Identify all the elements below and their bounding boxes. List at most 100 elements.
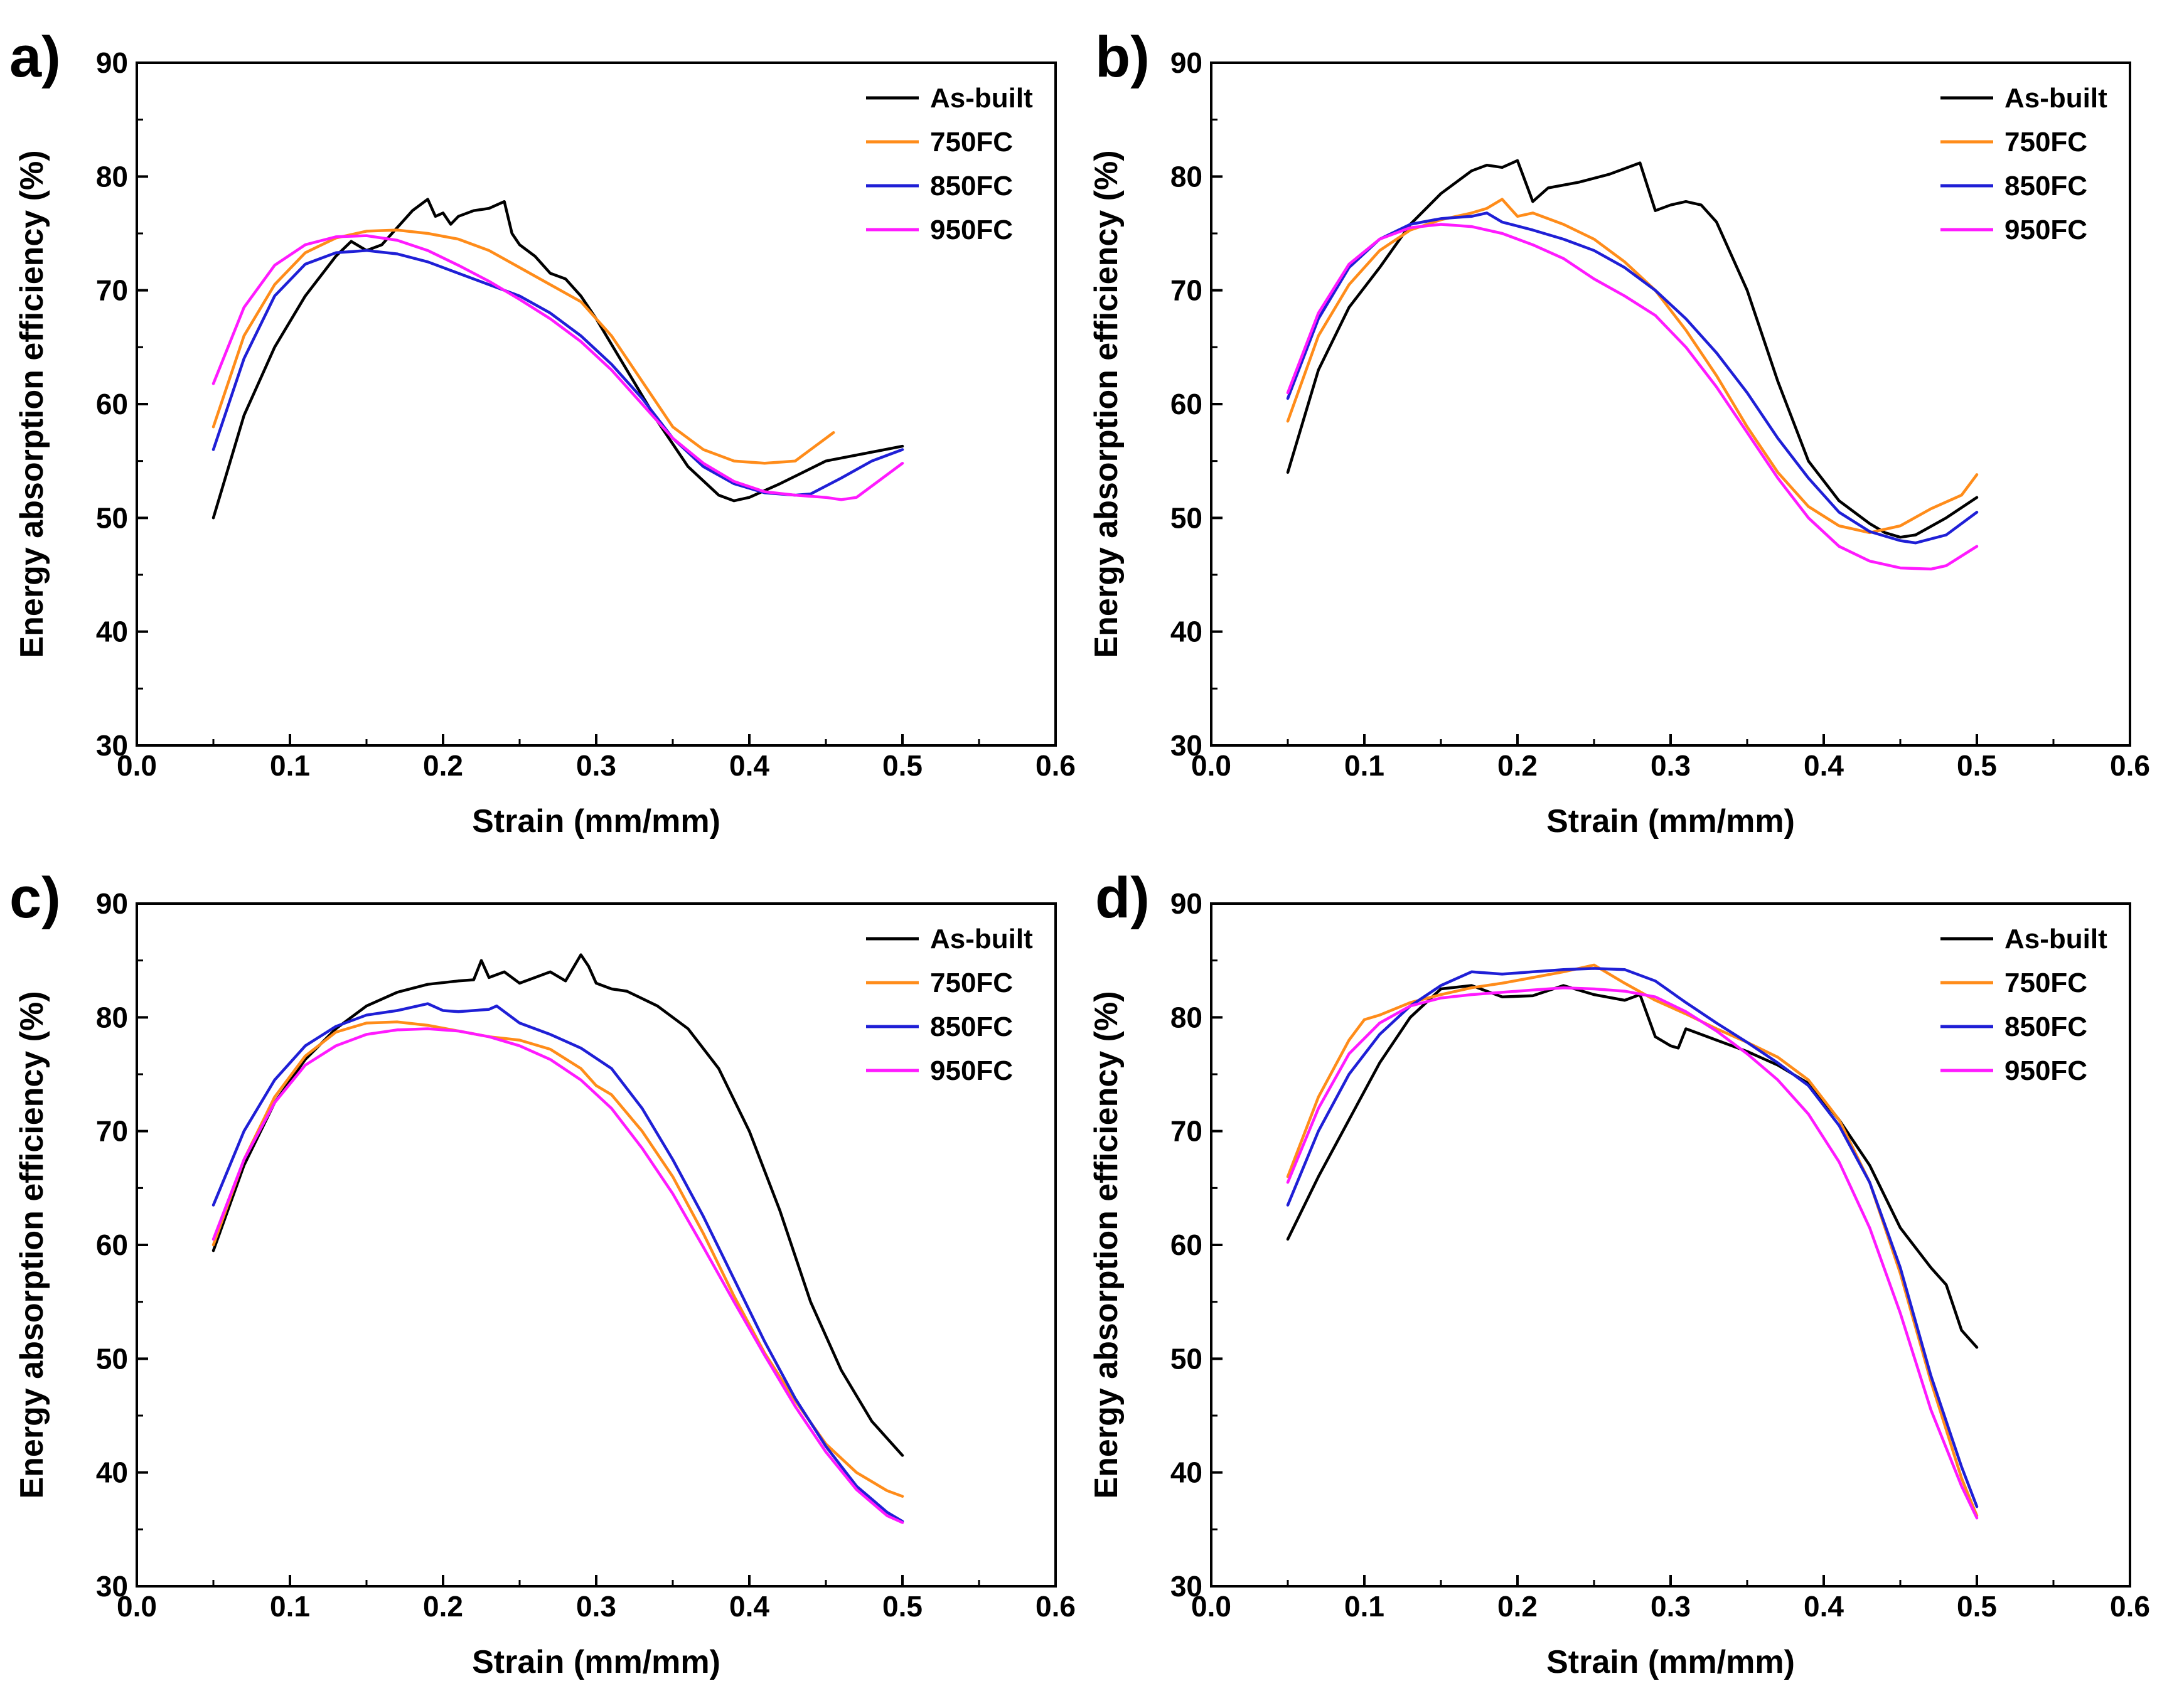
y-tick-label: 30	[96, 1570, 128, 1603]
x-tick-label: 0.1	[1344, 749, 1384, 782]
panel-label: c)	[9, 866, 61, 930]
x-tick-label: 0.0	[117, 1590, 157, 1623]
series-line-as-built	[1286, 159, 1979, 539]
y-axis-title: Energy absorption efficiency (%)	[14, 150, 50, 658]
series-line-850fc	[1286, 211, 1979, 545]
y-tick-label: 80	[96, 1001, 128, 1033]
y-tick-label: 60	[1170, 1229, 1202, 1261]
x-tick-label: 0.1	[270, 749, 310, 782]
x-tick-label: 0.5	[1957, 749, 1997, 782]
legend-label: 950FC	[930, 215, 1013, 245]
series-line-850fc	[1286, 967, 1979, 1508]
series-line-as-built	[1286, 984, 1979, 1349]
x-tick-label: 0.5	[882, 1590, 923, 1623]
y-tick-label: 50	[96, 1342, 128, 1375]
x-tick-label: 0.2	[1497, 749, 1538, 782]
series-line-950fc	[1286, 986, 1979, 1520]
y-tick-label: 70	[96, 274, 128, 307]
y-axis-title: Energy absorption efficiency (%)	[1088, 991, 1125, 1498]
chart-panel-b: 0.0 0.1 0.2 0.3 0.4 0.5 0.6 30 40 50 60 70 80 90 Strai…	[1088, 25, 2150, 840]
y-tick-label: 90	[96, 46, 128, 79]
y-tick-label: 90	[1170, 46, 1202, 79]
x-tick-label: 0.4	[729, 1590, 769, 1623]
x-axis-title: Strain (mm/mm)	[472, 803, 720, 840]
legend-label: As-built	[930, 924, 1033, 954]
legend-label: 750FC	[930, 127, 1013, 157]
y-tick-label: 50	[1170, 501, 1202, 534]
x-tick-label: 0.4	[1804, 749, 1844, 782]
legend: As-built 750FC 850FC 950FC	[866, 924, 1033, 1086]
x-axis-title: Strain (mm/mm)	[1546, 1644, 1795, 1680]
legend-label: 750FC	[2004, 968, 2087, 998]
y-tick-label: 30	[1170, 1570, 1202, 1603]
series-line-850fc	[211, 1002, 904, 1523]
x-tick-label: 0.2	[423, 1590, 463, 1623]
x-tick-label: 0.3	[576, 749, 616, 782]
y-tick-label: 90	[96, 887, 128, 920]
x-tick-label: 0.6	[1036, 749, 1076, 782]
legend-label: As-built	[2004, 924, 2107, 954]
legend-label: 950FC	[2004, 215, 2087, 245]
x-tick-label: 0.1	[1344, 1590, 1384, 1623]
y-tick-label: 30	[96, 729, 128, 762]
series-line-750fc	[211, 1020, 904, 1498]
x-tick-label: 0.3	[1651, 1590, 1691, 1623]
x-tick-label: 0.0	[1191, 1590, 1231, 1623]
y-tick-label: 30	[1170, 729, 1202, 762]
y-tick-label: 70	[1170, 1115, 1202, 1148]
y-tick-label: 40	[96, 1456, 128, 1489]
legend: As-built 750FC 850FC 950FC	[866, 83, 1033, 245]
legend-label: 850FC	[930, 1011, 1013, 1042]
x-tick-label: 0.5	[1957, 1590, 1997, 1623]
plot-frame	[1210, 61, 2131, 747]
x-tick-label: 0.2	[423, 749, 463, 782]
x-tick-label: 0.0	[1191, 749, 1231, 782]
plot-frame	[136, 902, 1057, 1588]
series-line-950fc	[211, 234, 904, 501]
y-tick-label: 50	[96, 501, 128, 534]
y-tick-label: 80	[1170, 160, 1202, 193]
x-tick-label: 0.4	[1804, 1590, 1844, 1623]
y-axis-title: Energy absorption efficiency (%)	[14, 991, 50, 1498]
x-tick-label: 0.0	[117, 749, 157, 782]
y-tick-label: 60	[96, 1229, 128, 1261]
x-tick-label: 0.6	[1036, 1590, 1076, 1623]
y-tick-label: 60	[1170, 388, 1202, 420]
legend-label: 850FC	[2004, 171, 2087, 201]
panel-label: b)	[1095, 25, 1150, 89]
legend-label: 850FC	[2004, 1011, 2087, 1042]
chart-panel-a: 0.0 0.1 0.2 0.3 0.4 0.5 0.6 30 40 50 60 70 80 90 Strai…	[9, 25, 1076, 840]
legend-label: As-built	[930, 83, 1033, 114]
y-tick-label: 80	[96, 160, 128, 193]
x-tick-label: 0.3	[576, 1590, 616, 1623]
y-tick-label: 60	[96, 388, 128, 420]
legend-label: 750FC	[2004, 127, 2087, 157]
x-tick-label: 0.6	[2110, 1590, 2150, 1623]
x-tick-label: 0.3	[1651, 749, 1691, 782]
y-tick-label: 40	[1170, 616, 1202, 648]
panel-label: a)	[9, 25, 61, 89]
series-line-750fc	[211, 228, 835, 465]
y-tick-label: 90	[1170, 887, 1202, 920]
y-tick-label: 70	[96, 1115, 128, 1148]
y-tick-label: 50	[1170, 1342, 1202, 1375]
chart-panel-c: 0.0 0.1 0.2 0.3 0.4 0.5 0.6 30 40 50 60 70 80 90 Strai…	[9, 866, 1076, 1680]
y-tick-label: 80	[1170, 1001, 1202, 1033]
x-tick-label: 0.2	[1497, 1590, 1538, 1623]
legend-label: 750FC	[930, 968, 1013, 998]
legend-label: As-built	[2004, 83, 2107, 114]
plot-frame	[136, 61, 1057, 747]
x-axis-title: Strain (mm/mm)	[472, 1644, 720, 1680]
legend-label: 950FC	[2004, 1055, 2087, 1086]
legend: As-built 750FC 850FC 950FC	[1940, 924, 2107, 1086]
legend-label: 950FC	[930, 1055, 1013, 1086]
series-line-as-built	[211, 198, 904, 520]
y-tick-label: 40	[1170, 1456, 1202, 1489]
panel-label: d)	[1095, 866, 1150, 930]
series-line-as-built	[211, 953, 904, 1457]
y-axis-title: Energy absorption efficiency (%)	[1088, 150, 1125, 658]
legend-label: 850FC	[930, 171, 1013, 201]
x-tick-label: 0.4	[729, 749, 769, 782]
chart-panel-d: 0.0 0.1 0.2 0.3 0.4 0.5 0.6 30 40 50 60 70 80 90 Strai…	[1088, 866, 2150, 1680]
